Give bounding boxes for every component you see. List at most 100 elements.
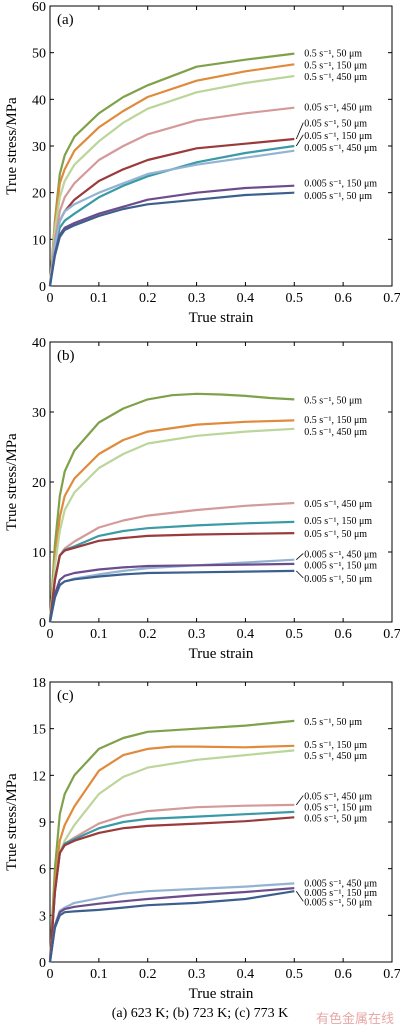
series-line-5 bbox=[48, 810, 295, 963]
y-tick-label: 6 bbox=[39, 863, 46, 878]
x-tick-label: 0.1 bbox=[90, 627, 108, 642]
series-label: 0.005 s⁻¹, 150 μm bbox=[304, 561, 377, 572]
x-tick-label: 0.3 bbox=[188, 291, 206, 306]
series-line-3 bbox=[48, 74, 295, 287]
series-line-5 bbox=[48, 137, 295, 287]
y-tick-label: 12 bbox=[32, 769, 46, 784]
series-line-7 bbox=[48, 149, 295, 287]
x-tick-label: 0.7 bbox=[383, 627, 400, 642]
series-line-6 bbox=[48, 532, 295, 623]
series-line-1 bbox=[48, 392, 295, 623]
x-tick-label: 0.4 bbox=[237, 967, 255, 982]
x-axis-label: True strain bbox=[189, 986, 254, 1000]
x-tick-label: 0.7 bbox=[383, 967, 400, 982]
x-tick-label: 0.6 bbox=[334, 291, 352, 306]
series-line-2 bbox=[48, 63, 295, 287]
panel-label: (a) bbox=[57, 12, 74, 28]
series-label: 0.05 s⁻¹, 50 μm bbox=[304, 813, 367, 824]
label-leader-line bbox=[295, 795, 304, 806]
y-tick-label: 30 bbox=[32, 140, 46, 155]
series-label: 0.05 s⁻¹, 450 μm bbox=[304, 499, 372, 510]
x-axis-label: True strain bbox=[189, 646, 254, 662]
series-label: 0.5 s⁻¹, 50 μm bbox=[304, 395, 362, 406]
series-line-9 bbox=[48, 890, 295, 963]
x-tick-label: 0.4 bbox=[237, 291, 255, 306]
series-label: 0.005 s⁻¹, 150 μm bbox=[304, 178, 377, 189]
y-tick-label: 20 bbox=[32, 187, 46, 202]
series-line-6 bbox=[48, 144, 295, 287]
x-tick-label: 0.3 bbox=[188, 627, 206, 642]
label-leader-line bbox=[295, 122, 304, 140]
series-label: 0.05 s⁻¹, 50 μm bbox=[304, 119, 367, 130]
y-tick-label: 18 bbox=[32, 676, 46, 691]
series-label: 0.5 s⁻¹, 450 μm bbox=[304, 72, 367, 83]
label-leader-line bbox=[296, 553, 304, 560]
series-label: 0.5 s⁻¹, 150 μm bbox=[304, 740, 367, 751]
y-tick-label: 0 bbox=[39, 956, 46, 971]
label-leader-line bbox=[295, 134, 304, 147]
x-tick-label: 0.3 bbox=[188, 967, 206, 982]
series-label: 0.5 s⁻¹, 450 μm bbox=[304, 751, 367, 762]
y-tick-label: 3 bbox=[39, 909, 46, 924]
figure-caption: (a) 623 K; (b) 723 K; (c) 773 K bbox=[111, 1006, 289, 1021]
series-line-1 bbox=[48, 719, 295, 963]
series-label: 0.005 s⁻¹, 450 μm bbox=[304, 879, 377, 890]
series-line-9 bbox=[48, 191, 295, 287]
y-tick-label: 50 bbox=[32, 47, 46, 62]
x-tick-label: 0.2 bbox=[139, 291, 157, 306]
x-tick-label: 0.5 bbox=[286, 627, 304, 642]
x-tick-label: 0 bbox=[47, 291, 54, 306]
series-label: 0.5 s⁻¹, 450 μm bbox=[304, 427, 367, 438]
y-tick-label: 40 bbox=[32, 93, 46, 108]
series-line-8 bbox=[48, 887, 295, 963]
series-line-6 bbox=[48, 816, 295, 963]
label-leader-line bbox=[296, 570, 304, 579]
series-label: 0.05 s⁻¹, 450 μm bbox=[304, 102, 372, 113]
x-tick-label: 0.5 bbox=[286, 967, 304, 982]
x-tick-label: 0.7 bbox=[383, 291, 400, 306]
series-label: 0.5 s⁻¹, 50 μm bbox=[304, 49, 362, 60]
series-label: 0.05 s⁻¹, 150 μm bbox=[304, 131, 372, 142]
series-label: 0.05 s⁻¹, 150 μm bbox=[304, 516, 372, 527]
x-tick-label: 0.1 bbox=[90, 291, 108, 306]
y-tick-label: 30 bbox=[32, 406, 46, 421]
series-line-2 bbox=[48, 419, 295, 623]
y-axis-label: True stress/MPa bbox=[4, 433, 20, 531]
series-line-8 bbox=[48, 562, 295, 623]
series-label: 0.005 s⁻¹, 450 μm bbox=[304, 143, 377, 154]
x-axis-label: True strain bbox=[189, 310, 254, 326]
series-line-4 bbox=[48, 803, 295, 963]
series-label: 0.005 s⁻¹, 150 μm bbox=[304, 888, 377, 899]
series-label: 0.005 s⁻¹, 50 μm bbox=[304, 574, 372, 585]
series-label: 0.05 s⁻¹, 150 μm bbox=[304, 802, 372, 813]
chart-panel-3: 0 0.1 0.2 0.3 0.4 0.5 0.6 0.7 0 3 6 9 12 15 18 True str… bbox=[4, 676, 400, 1000]
x-tick-label: 0 bbox=[47, 967, 54, 982]
x-tick-label: 0.2 bbox=[139, 627, 157, 642]
series-label: 0.05 s⁻¹, 450 μm bbox=[304, 792, 372, 803]
panel-label: (c) bbox=[57, 688, 74, 704]
series-line-3 bbox=[48, 749, 295, 963]
series-label: 0.005 s⁻¹, 50 μm bbox=[304, 191, 372, 202]
series-line-8 bbox=[48, 184, 295, 287]
series-label: 0.05 s⁻¹, 50 μm bbox=[304, 529, 367, 540]
y-tick-label: 20 bbox=[32, 476, 46, 491]
y-tick-label: 0 bbox=[39, 280, 46, 295]
stress-strain-figure: 0 0.1 0.2 0.3 0.4 0.5 0.6 0.70102030405060True … bbox=[4, 0, 400, 1000]
y-axis-label: True stress/MPa bbox=[4, 97, 20, 195]
x-tick-label: 0.1 bbox=[90, 967, 108, 982]
y-tick-label: 10 bbox=[32, 546, 46, 561]
series-line-4 bbox=[48, 106, 295, 287]
series-label: 0.5 s⁻¹, 50 μm bbox=[304, 717, 362, 728]
y-tick-label: 9 bbox=[39, 816, 46, 831]
chart-panel-2: 0 0.1 0.2 0.3 0.4 0.5 0.6 0.7 0 10 20 30 40 True stra… bbox=[4, 336, 400, 662]
y-tick-label: 40 bbox=[32, 336, 46, 351]
y-tick-label: 60 bbox=[32, 0, 46, 15]
label-leader-line bbox=[295, 890, 304, 902]
x-tick-label: 0.6 bbox=[334, 967, 352, 982]
watermark: 有色金属在线 bbox=[315, 1012, 394, 1027]
panel-label: (b) bbox=[57, 348, 75, 364]
series-line-3 bbox=[48, 427, 295, 623]
y-tick-label: 10 bbox=[32, 233, 46, 248]
y-tick-label: 15 bbox=[32, 723, 46, 738]
y-tick-label: 0 bbox=[39, 616, 46, 631]
